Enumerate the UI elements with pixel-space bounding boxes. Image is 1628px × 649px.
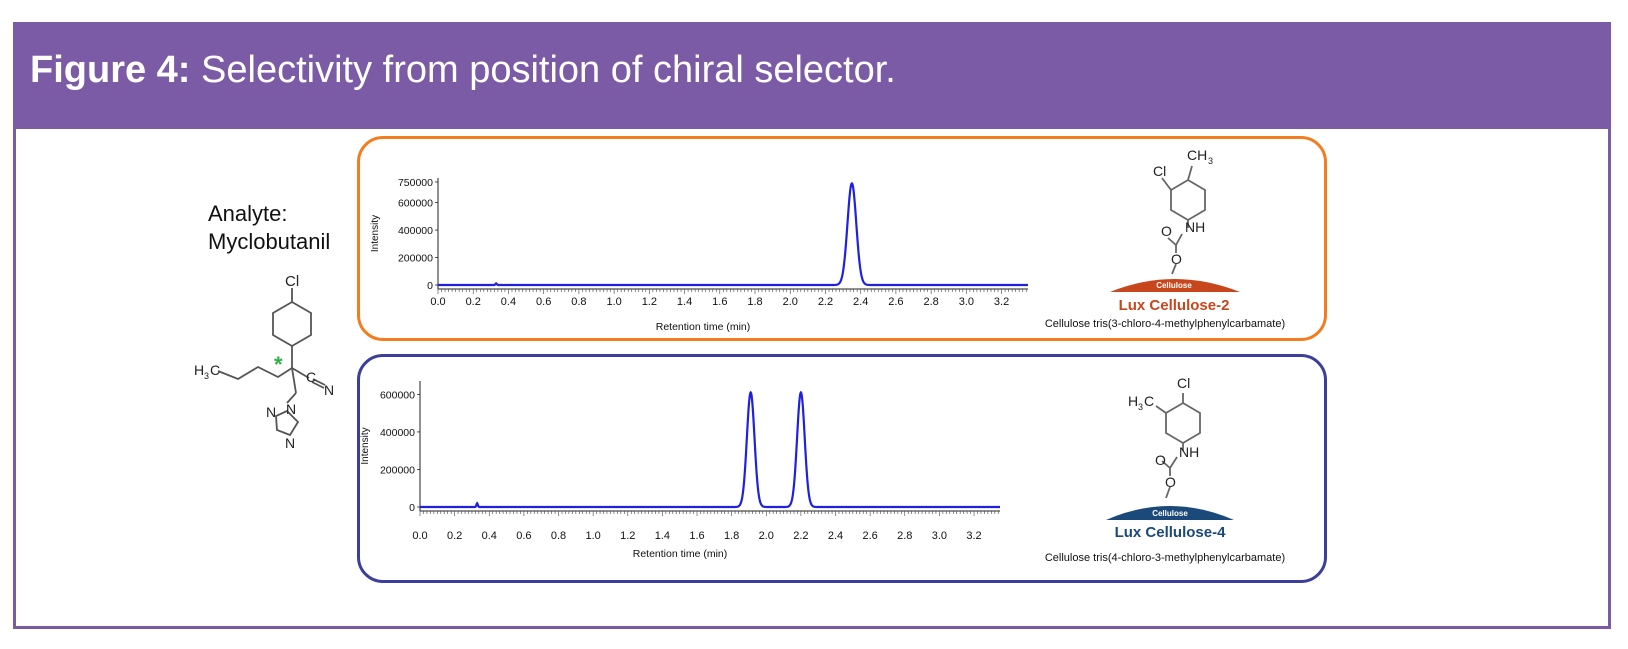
- analyte-heading: Analyte:: [208, 201, 288, 226]
- figure-header: Figure 4: Selectivity from position of c…: [16, 25, 1608, 129]
- analyte-label: Analyte: Myclobutanil: [208, 200, 330, 256]
- cellulose-support-label: Cellulose: [1152, 509, 1188, 518]
- selector-nh: NH: [1179, 444, 1199, 460]
- y-axis-title: Intensity: [370, 215, 381, 252]
- y-tick-label: 200000: [398, 253, 433, 265]
- figure-label: Figure 4:: [30, 49, 191, 91]
- lux-cellulose-4-panel: [357, 354, 1327, 583]
- y-tick-label: 600000: [380, 389, 415, 401]
- x-tick-label: 0.4: [501, 296, 516, 308]
- selector-o2: O: [1165, 474, 1176, 490]
- triazole-ring: [275, 409, 300, 437]
- x-tick-label: 0.6: [516, 530, 531, 542]
- lux-cellulose-2-panel: [357, 136, 1327, 341]
- structure-n1: N: [286, 401, 296, 417]
- y-axis-title: Intensity: [360, 427, 371, 464]
- x-tick-label: 1.4: [677, 296, 692, 308]
- x-tick-label: 3.2: [994, 296, 1009, 308]
- structure-cn-c: C: [306, 369, 316, 385]
- chiral-star: *: [274, 352, 283, 377]
- x-tick-label: 1.8: [724, 530, 739, 542]
- chromatogram-cellulose-4: 0.0 0.2 0.4 0.6 0.8 1.0 1.2 1.4 1.6 1.8 2.0 2.2 2.4 2…: [360, 381, 1000, 560]
- selector-h3c-sub: 3: [1138, 402, 1143, 412]
- x-tick-label: 3.0: [932, 530, 947, 542]
- x-tick-label: 0.2: [466, 296, 481, 308]
- chromatogram-trace: [438, 181, 1028, 287]
- y-tick-label: 0: [427, 280, 433, 292]
- x-tick-label: 1.2: [620, 530, 635, 542]
- chromatogram-trace: [420, 390, 1000, 509]
- x-tick-label: 0.2: [447, 530, 462, 542]
- y-tick-label: 400000: [380, 427, 415, 439]
- cellulose-support: [1106, 506, 1234, 520]
- figure-title: Figure 4: Selectivity from position of c…: [30, 49, 896, 92]
- cellulose-support-label: Cellulose: [1156, 281, 1192, 290]
- x-tick-label: 2.2: [793, 530, 808, 542]
- cellulose-support: [1110, 279, 1240, 292]
- selector-structure-cellulose-2: Cl CH 3 NH O O Cellulose Lux Cellulose-2: [1110, 147, 1240, 314]
- structure-cn-n: N: [324, 382, 334, 398]
- x-tick-label: 2.6: [888, 296, 903, 308]
- x-tick-label: 2.8: [897, 530, 912, 542]
- structure-h3c-sub: 3: [204, 371, 209, 381]
- x-tick-label: 2.0: [759, 530, 774, 542]
- y-tick-label: 600000: [398, 198, 433, 210]
- selector-o1: O: [1161, 223, 1172, 239]
- structure-cl: Cl: [285, 273, 299, 290]
- analyte-name: Myclobutanil: [208, 229, 331, 254]
- x-tick-label: 2.8: [923, 296, 938, 308]
- selector-cl: Cl: [1153, 163, 1166, 179]
- x-tick-label: 0.0: [430, 296, 445, 308]
- x-tick-label: 1.4: [655, 530, 670, 542]
- x-tick-label: 1.0: [585, 530, 600, 542]
- benzene-ring: [272, 300, 312, 348]
- chromatogram-cellulose-2: 0.0 0.2 0.4 0.6 0.8 1.0 1.2 1.4 1.6 1.8 2.0 2.2 2.4 2…: [370, 177, 1028, 333]
- x-tick-label: 1.6: [689, 530, 704, 542]
- selector-structure-cellulose-4: Cl H 3 C NH O O Cellulose: [1106, 375, 1234, 520]
- selector-ch-sub: 3: [1208, 156, 1213, 166]
- x-tick-label: 0.8: [571, 296, 586, 308]
- structure-n2: N: [266, 404, 276, 420]
- x-tick-label: 1.6: [712, 296, 727, 308]
- x-tick-label: 0.0: [412, 530, 427, 542]
- x-tick-label: 2.6: [863, 530, 878, 542]
- myclobutanil-structure: Cl * H 3 C C N N N N: [194, 273, 334, 451]
- y-tick-label: 0: [409, 502, 415, 514]
- structure-h3c-c: C: [210, 362, 220, 378]
- x-tick-label: 2.0: [783, 296, 798, 308]
- x-tick-label: 3.2: [966, 530, 981, 542]
- selector-h3c-c: C: [1144, 393, 1154, 409]
- x-tick-label: 2.4: [853, 296, 868, 308]
- x-tick-label: 1.2: [642, 296, 657, 308]
- structure-h3c-h: H: [194, 362, 204, 378]
- x-axis-title: Retention time (min): [656, 321, 751, 333]
- selector-nh: NH: [1185, 219, 1205, 235]
- structure-n3: N: [285, 435, 295, 451]
- x-tick-label: 1.0: [606, 296, 621, 308]
- y-tick-label: 200000: [380, 464, 415, 476]
- selector-description-cellulose-2: Cellulose tris(3-chloro-4-methylphenylca…: [1044, 318, 1286, 330]
- x-tick-label: 0.4: [482, 530, 497, 542]
- y-tick-label: 750000: [398, 177, 433, 189]
- y-tick-label: 400000: [398, 225, 433, 237]
- figure-frame: Figure 4: Selectivity from position of c…: [13, 22, 1611, 629]
- column-name-cellulose-4: Lux Cellulose-4: [1114, 524, 1226, 541]
- selector-h3c-h: H: [1128, 393, 1138, 409]
- x-tick-label: 2.4: [828, 530, 843, 542]
- column-name: Lux Cellulose-2: [1119, 297, 1230, 314]
- selector-ch: CH: [1187, 147, 1207, 163]
- x-tick-label: 0.6: [536, 296, 551, 308]
- selector-o2: O: [1171, 251, 1182, 267]
- selector-cl: Cl: [1177, 375, 1190, 391]
- x-tick-label: 1.8: [747, 296, 762, 308]
- x-tick-label: 0.8: [551, 530, 566, 542]
- x-tick-label: 3.0: [959, 296, 974, 308]
- figure-caption: Selectivity from position of chiral sele…: [201, 49, 896, 91]
- x-axis-title: Retention time (min): [633, 548, 728, 560]
- selector-o1: O: [1155, 452, 1166, 468]
- selector-description-cellulose-4: Cellulose tris(4-chloro-3-methylphenylca…: [1044, 552, 1286, 564]
- x-tick-label: 2.2: [818, 296, 833, 308]
